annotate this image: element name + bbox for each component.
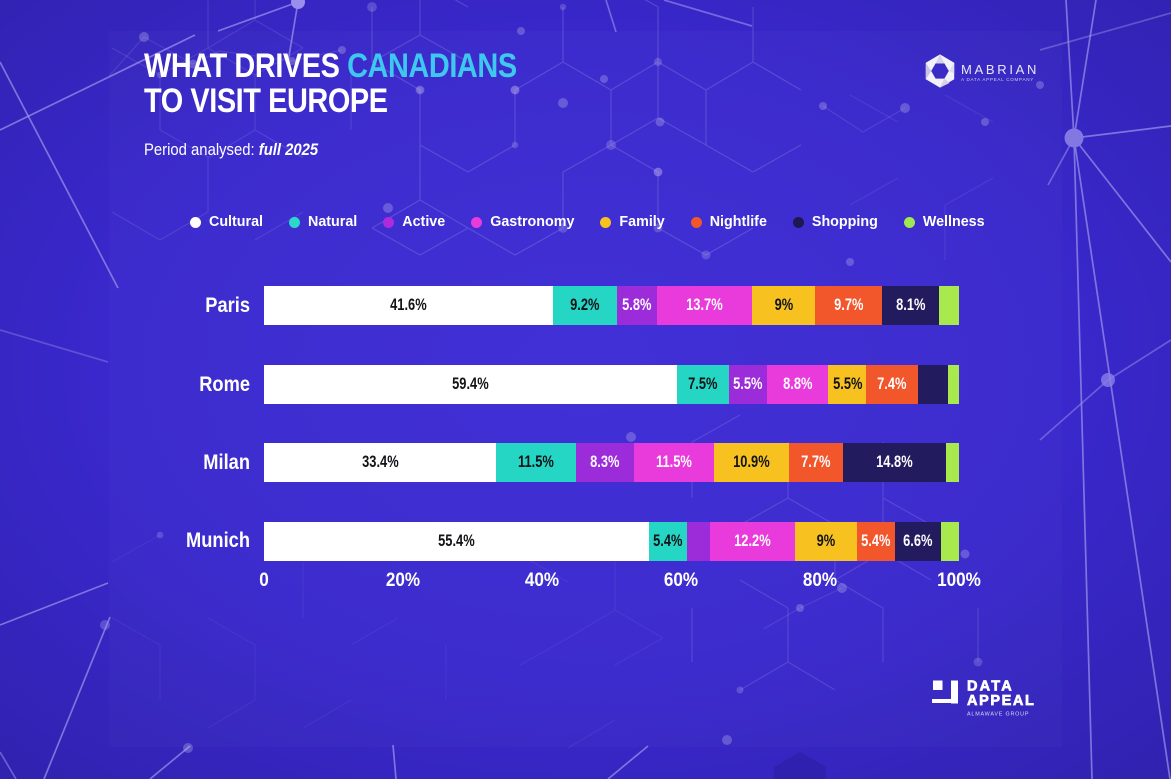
svg-text:ALMAWAVE GROUP: ALMAWAVE GROUP <box>967 711 1029 717</box>
svg-text:DATA: DATA <box>967 679 1014 695</box>
svg-text:APPEAL: APPEAL <box>967 693 1035 709</box>
